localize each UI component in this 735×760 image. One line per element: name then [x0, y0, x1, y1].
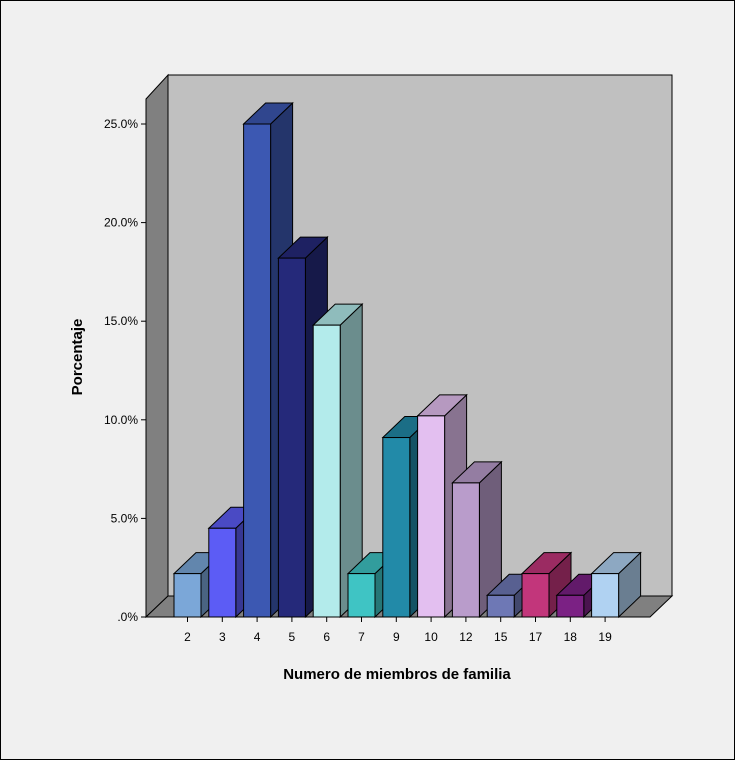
x-tick-label: 9 — [393, 630, 400, 644]
x-tick-label: 10 — [424, 630, 438, 644]
bars — [172, 101, 642, 619]
y-tick-label: .0% — [117, 610, 138, 624]
x-tick-label: 4 — [254, 630, 261, 644]
bar-12 — [451, 460, 503, 619]
x-axis: 2 3 4 5 6 7 9 10 12 15 17 18 19 — [184, 617, 612, 644]
y-axis-title: Porcentaje — [69, 319, 86, 396]
y-tick-label: 10.0% — [104, 413, 138, 427]
bar-front — [382, 437, 411, 618]
bar-front — [486, 594, 515, 618]
x-tick-label: 3 — [219, 630, 226, 644]
x-tick-label: 5 — [289, 630, 296, 644]
x-tick-label: 18 — [564, 630, 578, 644]
y-tick-label: 20.0% — [104, 216, 138, 230]
side-wall — [145, 73, 169, 619]
y-tick-label: 25.0% — [104, 117, 138, 131]
y-axis: .0% 5.0% 10.0% 15.0% 20.0% 25.0% — [104, 117, 146, 624]
x-axis-title: Numero de miembros de familia — [283, 666, 511, 683]
bar-front — [208, 527, 237, 618]
x-tick-label: 2 — [184, 630, 191, 644]
bar-front — [347, 573, 376, 618]
bar-6 — [311, 302, 364, 619]
x-tick-label: 19 — [598, 630, 612, 644]
x-tick-label: 17 — [529, 630, 543, 644]
bar-19 — [590, 551, 642, 619]
bar-front — [521, 573, 550, 618]
bar-front — [312, 324, 341, 618]
bar-front — [173, 573, 202, 618]
y-tick-label: 5.0% — [111, 511, 139, 525]
x-tick-label: 12 — [459, 630, 473, 644]
bar-17 — [520, 551, 573, 619]
bar-front — [556, 594, 585, 618]
x-tick-label: 6 — [323, 630, 330, 644]
bar-front — [243, 123, 272, 618]
x-tick-label: 7 — [358, 630, 365, 644]
bar-front — [277, 257, 306, 618]
bar-front — [591, 573, 620, 618]
y-tick-label: 15.0% — [104, 314, 138, 328]
bar-front — [417, 415, 446, 618]
x-tick-label: 15 — [494, 630, 508, 644]
bar-front — [451, 482, 480, 618]
